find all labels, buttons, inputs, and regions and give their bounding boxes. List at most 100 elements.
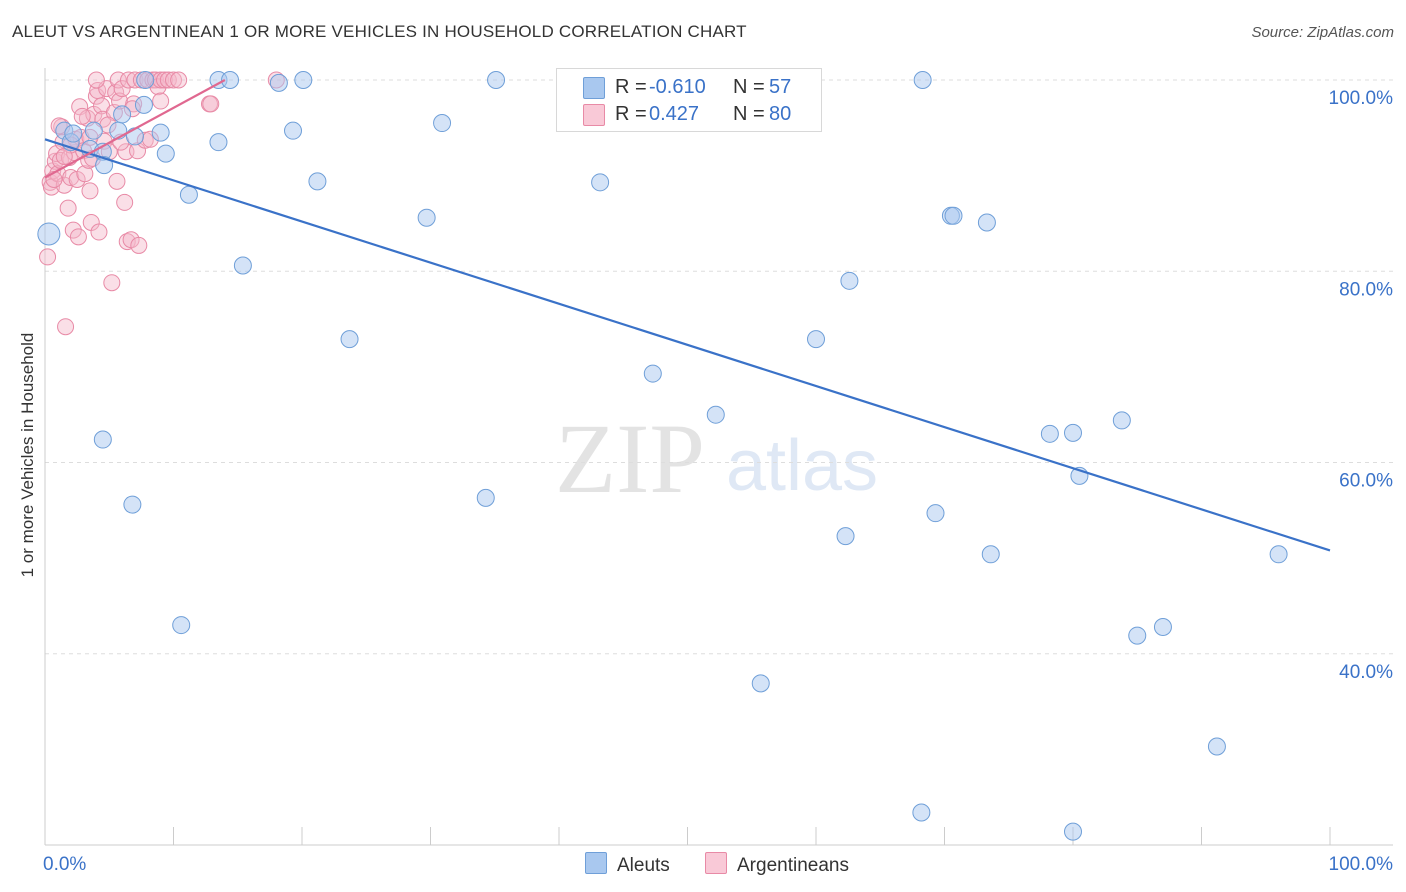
argentineans-swatch — [705, 852, 727, 874]
argentineans-trend-line — [44, 79, 226, 179]
argentineans-point-63 — [170, 71, 188, 89]
aleuts-point-15 — [209, 133, 228, 152]
aleuts-point-3 — [64, 124, 83, 143]
trend-lines — [44, 79, 1331, 552]
aleuts-point-13 — [156, 144, 175, 163]
legend-item-aleuts[interactable]: Aleuts — [585, 852, 670, 877]
y-tick-label-3: 100.0% — [1329, 88, 1394, 109]
aleuts-point-23 — [340, 330, 359, 349]
argentineans-label: Argentineans — [737, 855, 849, 876]
y-tick-label-2: 80.0% — [1339, 279, 1393, 300]
watermark: ZIP atlas — [555, 403, 878, 514]
argentineans-point-37 — [103, 274, 121, 292]
argentineans-point-41 — [109, 71, 127, 89]
x-tick-label-1: 100.0% — [1329, 854, 1394, 875]
argentineans-point-44 — [116, 193, 134, 211]
legend-row-aleuts: R = -0.610 N = 57 — [557, 74, 821, 100]
aleuts-point-34 — [807, 330, 825, 349]
argentineans-point-62 — [165, 71, 182, 89]
watermark-zip: ZIP — [555, 403, 705, 514]
aleuts-point-51 — [93, 430, 112, 449]
aleuts-point-19 — [269, 73, 288, 92]
aleuts-point-25 — [433, 114, 452, 133]
aleuts-point-40 — [944, 206, 963, 225]
aleuts-point-11 — [134, 95, 153, 114]
aleuts-point-26 — [487, 71, 506, 89]
aleuts-point-43 — [1040, 424, 1059, 443]
y-tick-label-1: 60.0% — [1339, 471, 1393, 492]
argentineans-point-12 — [59, 199, 77, 217]
argentineans-point-26 — [81, 182, 99, 200]
aleuts-point-7 — [95, 156, 114, 175]
watermark-atlas: atlas — [726, 426, 878, 506]
aleuts-point-9 — [113, 105, 132, 124]
argentineans-point-75 — [130, 236, 148, 254]
aleuts-label: Aleuts — [617, 855, 670, 876]
aleuts-point-21 — [284, 121, 303, 140]
aleuts-point-38 — [926, 504, 945, 523]
aleuts-point-17 — [221, 71, 240, 89]
x-tick-label-0: 0.0% — [43, 854, 86, 875]
aleuts-point-35 — [836, 527, 855, 546]
aleuts-swatch — [583, 77, 605, 99]
argentineans-point-19 — [69, 228, 87, 246]
aleuts-point-55 — [1064, 822, 1082, 841]
legend-item-argentineans[interactable]: Argentineans — [705, 852, 849, 877]
aleuts-point-14 — [179, 185, 198, 204]
aleuts-point-54 — [912, 803, 931, 822]
r-value: -0.610 — [649, 76, 706, 98]
aleuts-point-44 — [1064, 423, 1082, 442]
argentineans-point-23 — [76, 165, 94, 183]
argentineans-point-65 — [202, 95, 220, 113]
aleuts-point-50 — [1269, 545, 1288, 564]
argentineans-point-43 — [113, 80, 131, 98]
y-tick-label-0: 40.0% — [1339, 662, 1393, 683]
aleuts-point-24 — [417, 208, 436, 227]
aleuts-point-46 — [1112, 411, 1131, 430]
aleuts-point-0 — [37, 222, 61, 246]
aleuts-point-52 — [123, 495, 142, 514]
aleuts-point-18 — [233, 256, 252, 275]
argentineans-point-14 — [62, 169, 80, 187]
n-value: 57 — [769, 76, 792, 98]
aleuts-point-31 — [751, 674, 770, 693]
argentineans-point-67 — [87, 71, 105, 89]
aleuts-point-6 — [84, 121, 103, 140]
aleuts-point-41 — [977, 213, 996, 232]
r-label: R = — [615, 103, 647, 125]
argentineans-point-61 — [159, 71, 177, 89]
aleuts-point-27 — [476, 488, 495, 507]
source-label: Source: ZipAtlas.com — [1251, 24, 1394, 41]
gridlines — [45, 79, 1393, 655]
aleuts-point-56 — [136, 71, 155, 89]
aleuts-point-22 — [308, 172, 327, 191]
argentineans-point-68 — [152, 92, 170, 110]
stats-legend: R = -0.610 N = 57 R = 0.427 N = 80 — [556, 68, 822, 132]
aleuts-point-42 — [981, 545, 1000, 564]
aleuts-point-36 — [840, 271, 859, 290]
chart-title: ALEUT VS ARGENTINEAN 1 OR MORE VEHICLES … — [12, 22, 747, 41]
argentineans-point-77 — [73, 107, 91, 125]
legend-row-argentineans: R = 0.427 N = 80 — [557, 101, 821, 127]
argentineans-point-71 — [55, 148, 73, 165]
n-label: N = — [733, 76, 765, 98]
argentineans-swatch — [583, 104, 605, 126]
argentineans-point-40 — [108, 172, 126, 190]
r-label: R = — [615, 76, 647, 98]
aleuts-point-12 — [151, 123, 170, 142]
aleuts-swatch — [585, 852, 607, 874]
n-label: N = — [733, 103, 765, 125]
r-value: 0.427 — [649, 103, 700, 125]
argentineans-point-11 — [57, 318, 75, 336]
aleuts-point-10 — [125, 127, 144, 146]
aleuts-point-28 — [591, 173, 610, 192]
aleuts-trend-line — [44, 138, 1331, 552]
aleuts-point-30 — [706, 405, 725, 424]
aleuts-point-37 — [913, 71, 932, 89]
aleuts-point-49 — [1207, 737, 1226, 756]
aleuts-point-20 — [294, 71, 313, 89]
argentineans-point-31 — [90, 223, 108, 241]
aleuts-point-29 — [643, 364, 662, 383]
aleuts-point-47 — [1128, 626, 1147, 645]
